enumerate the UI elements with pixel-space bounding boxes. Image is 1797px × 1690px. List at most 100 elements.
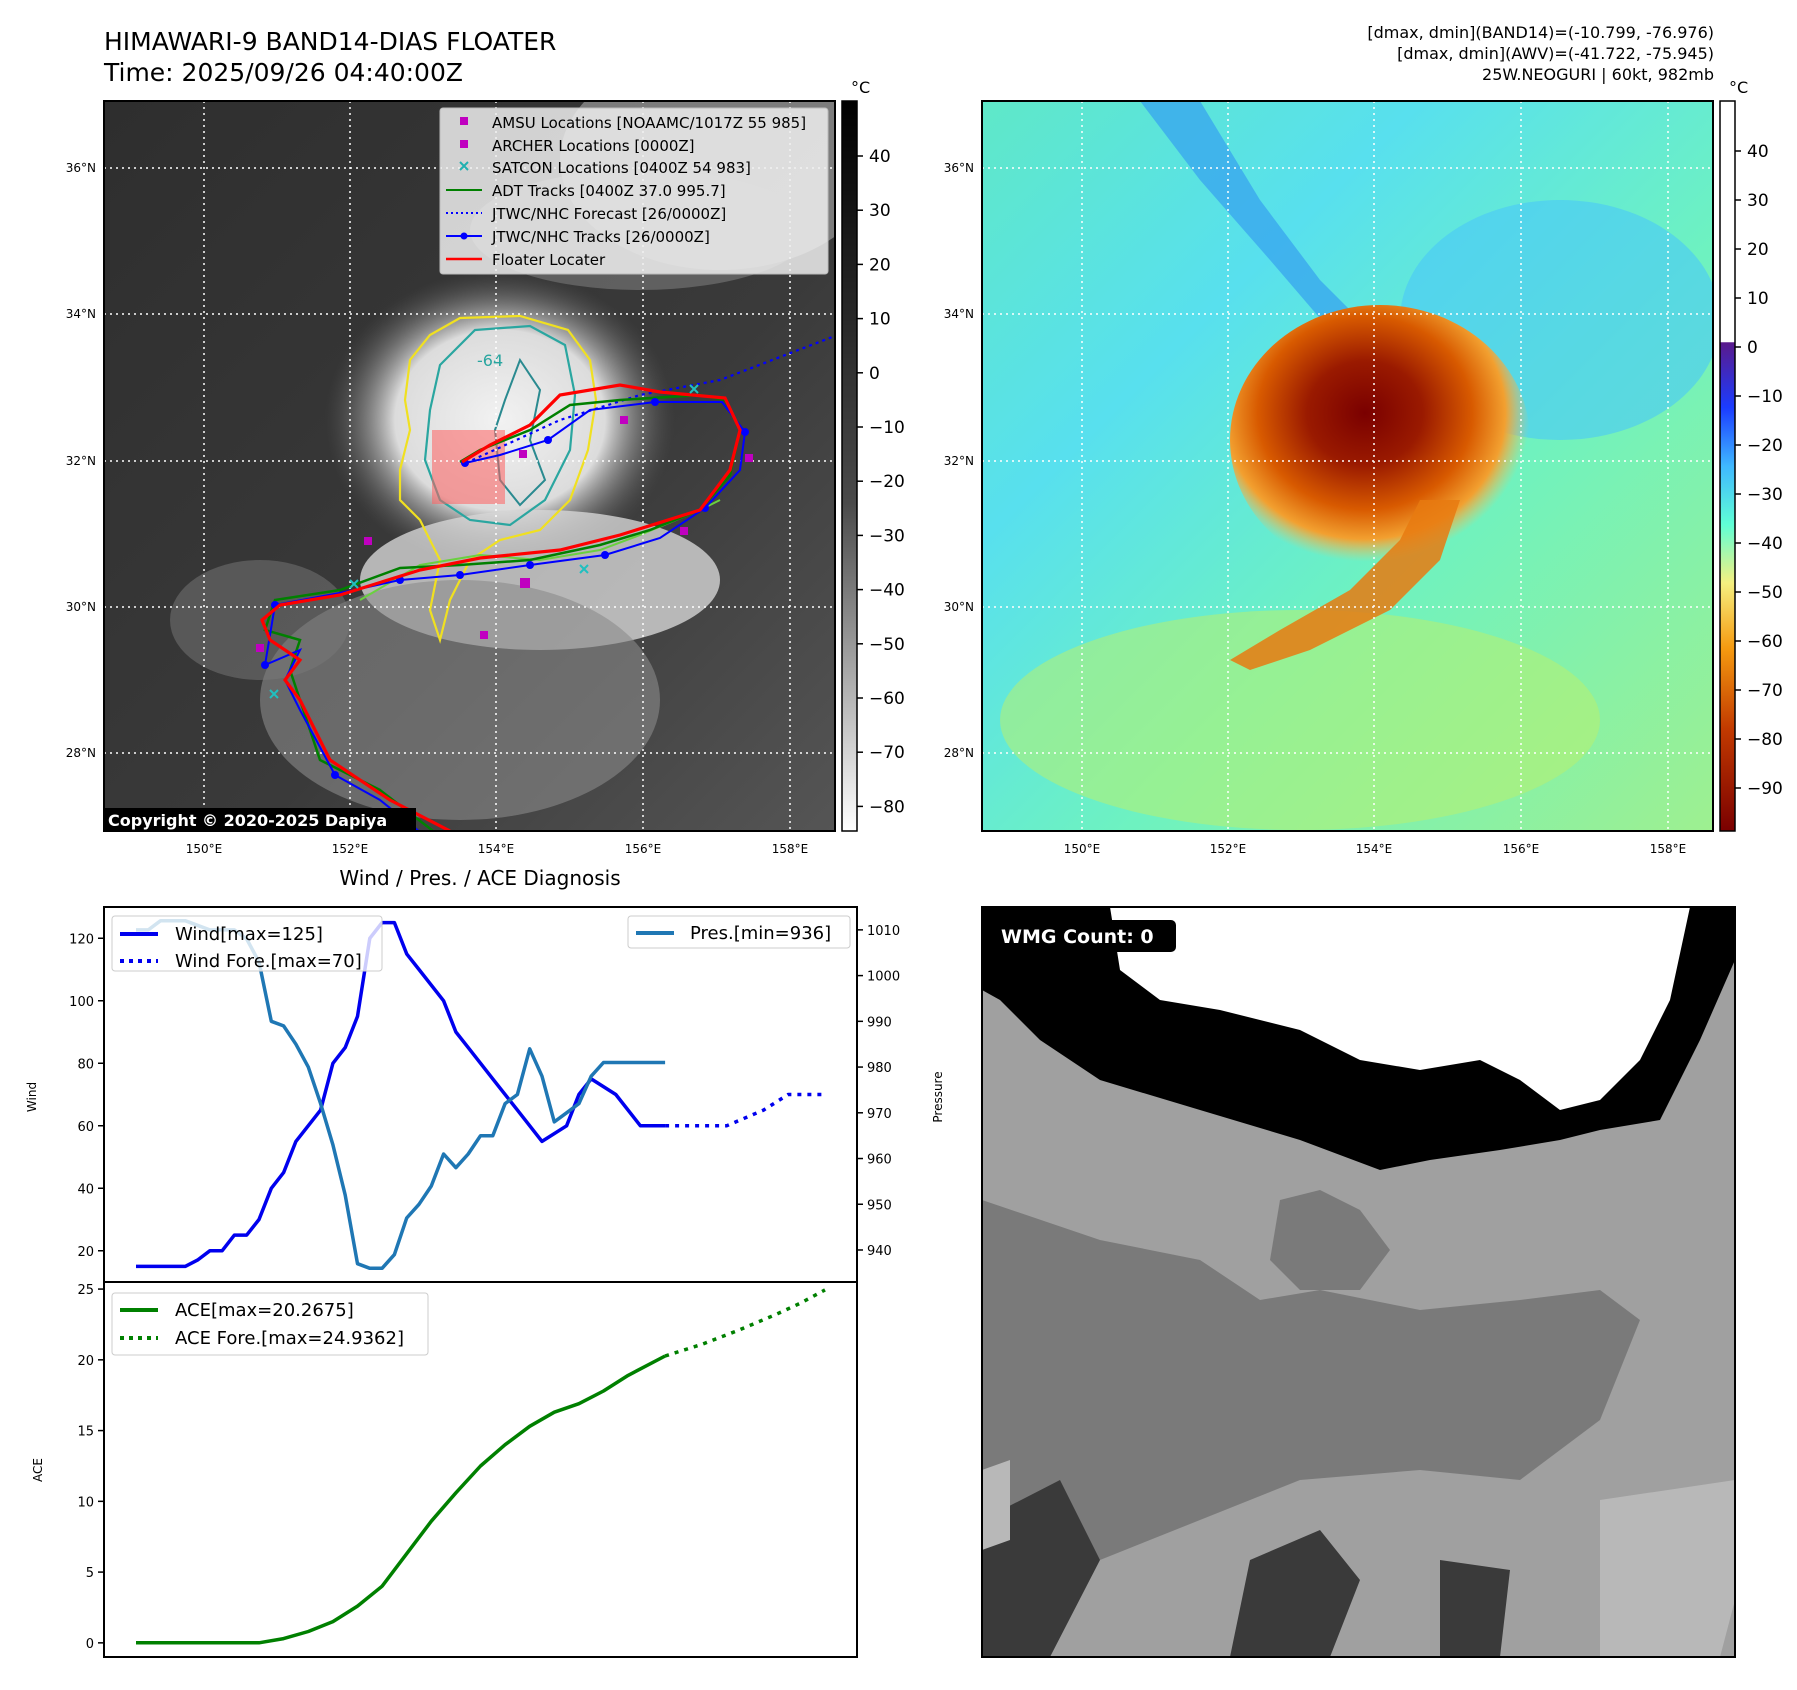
- wind-forecast-line: [665, 1092, 825, 1128]
- info-awv: [dmax, dmin](AWV)=(-41.722, -75.945): [1397, 44, 1714, 63]
- wind-legend-box: [111, 915, 383, 972]
- ir-colorbar-tick-label: −10: [869, 418, 905, 438]
- ace-y-ticks: 0 5 10 15 20 25: [77, 1283, 104, 1652]
- wv-colorbar-unit: °C: [1729, 78, 1748, 97]
- wv-colorbar-tick-label: 20: [1747, 240, 1769, 260]
- ir-colorbar-tick-label: −50: [869, 635, 905, 655]
- copyright-text: Copyright © 2020-2025 Dapiya: [108, 811, 387, 830]
- ir-colorbar-tick-label: 0: [869, 364, 880, 384]
- ir-lon-ticks: 150°E 152°E 154°E 156°E 158°E: [186, 842, 809, 856]
- wind-series: [136, 918, 825, 1271]
- ir-lat-32: 32°N: [66, 454, 96, 468]
- legend-entry-amsu: AMSU Locations [NOAAMC/1017Z 55 985]: [460, 114, 806, 132]
- wv-colorbar-tick-label: 10: [1747, 289, 1769, 309]
- ir-rainband-south: [260, 580, 660, 820]
- wmg-dark-gray-region: [982, 1200, 1640, 1580]
- wv-colorbar-tick-label: −60: [1747, 632, 1783, 652]
- pressure-y-tick-label: 970: [867, 1107, 892, 1122]
- legend-label-jtwc: JTWC/NHC Tracks [26/0000Z]: [491, 228, 710, 246]
- ace-y-tick-label: 0: [86, 1637, 94, 1652]
- wv-colorbar-tick-label: −90: [1747, 779, 1783, 799]
- ir-colorbar-tick-label: −80: [869, 797, 905, 817]
- wmg-label: WMG Count: 0: [1001, 926, 1154, 948]
- pressure-legend-label: Pres.[min=936]: [690, 923, 831, 944]
- ir-satcon-points: [269, 384, 699, 699]
- wv-gridlines: [982, 101, 1713, 831]
- legend-label-forecast: JTWC/NHC Forecast [26/0000Z]: [491, 205, 726, 223]
- figure-title: HIMAWARI-9 BAND14-DIAS FLOATER Time: 202…: [104, 26, 556, 88]
- wv-lon-158: 158°E: [1650, 842, 1687, 856]
- wind-legend: Wind[max=125] Wind Fore.[max=70]: [111, 915, 383, 972]
- title-satellite: HIMAWARI-9 BAND14-DIAS FLOATER: [104, 27, 557, 56]
- ir-colorbar-tick-label: 30: [869, 201, 891, 221]
- wind-ylabel: Wind: [25, 1082, 39, 1112]
- wind-y-tick-label: 80: [77, 1057, 94, 1072]
- wv-colorbar-tick-label: −20: [1747, 436, 1783, 456]
- legend-label-floater: Floater Locater: [492, 251, 606, 269]
- ir-lat-ticks: 36°N 34°N 32°N 30°N 28°N: [66, 161, 96, 760]
- wmg-darkest-region: [982, 1480, 1510, 1657]
- legend-entry-archer: ARCHER Locations [0000Z]: [460, 137, 695, 155]
- legend-label-archer: ARCHER Locations [0000Z]: [492, 137, 695, 155]
- wind-line: [136, 920, 666, 1269]
- wind-y-tick-label: 100: [69, 995, 94, 1010]
- ir-lon-150: 150°E: [186, 842, 223, 856]
- wv-lat-32: 32°N: [944, 454, 974, 468]
- pressure-y-tick-label: 1010: [867, 924, 900, 939]
- wind-y-tick-label: 60: [77, 1120, 94, 1135]
- wv-colorbar-tick-label: 30: [1747, 191, 1769, 211]
- wv-colorbar-bar: [1719, 100, 1736, 832]
- wind-y-tick-label: 40: [77, 1182, 94, 1197]
- ir-lat-30: 30°N: [66, 600, 96, 614]
- ir-adt-track: [263, 393, 742, 831]
- pressure-y-ticks: 940 950 960 970 980 990 1000 1010: [857, 924, 900, 1259]
- ir-jtwc-points: [261, 398, 749, 779]
- wv-lon-156: 156°E: [1503, 842, 1540, 856]
- diagnosis-panel: Wind / Pres. / ACE Diagnosis Wind Pressu…: [25, 866, 945, 1658]
- wind-legend-label: Wind[max=125]: [175, 924, 323, 945]
- wind-y-tick-label: 120: [69, 932, 94, 947]
- wv-moist-south: [1000, 610, 1600, 830]
- ir-amsu-points: [256, 416, 753, 652]
- wind-y-ticks: 20 40 60 80 100 120: [69, 932, 104, 1260]
- ace-y-tick-label: 10: [77, 1495, 94, 1510]
- ir-floater-box: [432, 430, 505, 504]
- wv-dry-slot: [1140, 101, 1360, 330]
- ir-colorbar-tick-label: 20: [869, 255, 891, 275]
- legend-label-satcon: SATCON Locations [0400Z 54 983]: [492, 159, 751, 177]
- ir-colorbar-tick-label: −70: [869, 743, 905, 763]
- ir-colorbar-tick-label: 40: [869, 147, 891, 167]
- legend-entry-floater: Floater Locater: [446, 251, 606, 269]
- ir-lon-152: 152°E: [332, 842, 369, 856]
- pressure-y-tick-label: 980: [867, 1061, 892, 1076]
- ace-y-tick-label: 5: [86, 1566, 94, 1581]
- ace-legend-label: ACE[max=20.2675]: [175, 1300, 354, 1321]
- ir-colorbar-unit: °C: [851, 78, 870, 97]
- ir-colorbar-tick-label: −40: [869, 581, 905, 601]
- info-storm: 25W.NEOGURI | 60kt, 982mb: [1482, 65, 1714, 84]
- pressure-y-tick-label: 960: [867, 1153, 892, 1168]
- storm-info: [dmax, dmin](BAND14)=(-10.799, -76.976) …: [1367, 22, 1714, 85]
- ace-legend: ACE[max=20.2675] ACE Fore.[max=24.9362]: [111, 1292, 429, 1356]
- ir-colorbar-tick-label: −60: [869, 689, 905, 709]
- pressure-y-tick-label: 950: [867, 1198, 892, 1213]
- wv-lat-ticks: 36°N 34°N 32°N 30°N 28°N: [944, 161, 974, 760]
- ir-jtwc-forecast: [465, 334, 835, 465]
- pressure-ylabel: Pressure: [931, 1071, 945, 1122]
- wv-lat-28: 28°N: [944, 746, 974, 760]
- ir-colorbar-tick-label: 10: [869, 310, 891, 330]
- wv-lon-150: 150°E: [1064, 842, 1101, 856]
- ace-y-tick-label: 15: [77, 1425, 94, 1440]
- wv-colorbar: °C 40 30 20 10 0 −10 −20 −30 −40 −50 −60 −70 −80 −90: [1719, 78, 1783, 832]
- ir-cloud-west: [170, 560, 350, 680]
- ir-frame: [103, 100, 836, 832]
- ace-y-tick-label: 25: [77, 1283, 94, 1298]
- wv-spiral-band: [1230, 500, 1460, 670]
- wv-colorbar-tick-label: 0: [1747, 338, 1758, 358]
- wv-colorbar-tick-label: −50: [1747, 583, 1783, 603]
- wv-lon-154: 154°E: [1356, 842, 1393, 856]
- wind-fore-legend-label: Wind Fore.[max=70]: [175, 951, 362, 972]
- ir-colorbar: °C 40 30 20 10 0 −10 −20 −30 −40 −50 −60 −70 −80: [841, 78, 905, 832]
- legend-entry-adt: ADT Tracks [0400Z 37.0 995.7]: [446, 182, 726, 200]
- wv-colorbar-ticks: 40 30 20 10 0 −10 −20 −30 −40 −50 −60 −70 −80 −90: [1735, 142, 1783, 799]
